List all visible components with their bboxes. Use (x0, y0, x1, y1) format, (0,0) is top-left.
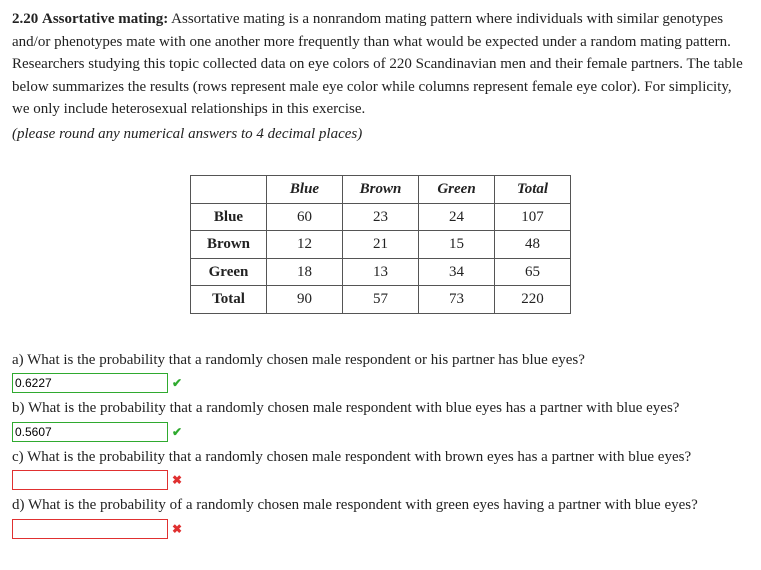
cell: 90 (267, 286, 343, 314)
row-header: Total (191, 286, 267, 314)
cell: 57 (343, 286, 419, 314)
problem-title: Assortative mating: (42, 11, 168, 27)
problem-number: 2.20 (12, 11, 38, 27)
rounding-note: (please round any numerical answers to 4… (12, 123, 749, 146)
row-header: Brown (191, 231, 267, 259)
contingency-table: Blue Brown Green Total Blue 60 23 24 107… (190, 175, 571, 314)
question-d: d) What is the probability of a randomly… (12, 494, 749, 517)
cell: 73 (419, 286, 495, 314)
cell: 107 (495, 203, 571, 231)
cross-icon: ✖ (172, 471, 184, 489)
cell: 15 (419, 231, 495, 259)
cell: 48 (495, 231, 571, 259)
answer-input-a[interactable] (12, 373, 168, 393)
cell: 21 (343, 231, 419, 259)
table-row: Total 90 57 73 220 (191, 286, 571, 314)
answer-input-d[interactable] (12, 519, 168, 539)
row-header: Blue (191, 203, 267, 231)
table-corner (191, 176, 267, 204)
cross-icon: ✖ (172, 520, 184, 538)
answer-input-b[interactable] (12, 422, 168, 442)
problem-intro: 2.20 Assortative mating: Assortative mat… (12, 8, 749, 121)
check-icon: ✔ (172, 423, 184, 441)
col-header: Green (419, 176, 495, 204)
check-icon: ✔ (172, 374, 184, 392)
table-row: Brown 12 21 15 48 (191, 231, 571, 259)
col-header: Total (495, 176, 571, 204)
answer-input-c[interactable] (12, 470, 168, 490)
cell: 18 (267, 258, 343, 286)
cell: 65 (495, 258, 571, 286)
cell: 12 (267, 231, 343, 259)
cell: 23 (343, 203, 419, 231)
cell: 13 (343, 258, 419, 286)
question-c: c) What is the probability that a random… (12, 446, 749, 469)
col-header: Brown (343, 176, 419, 204)
cell: 220 (495, 286, 571, 314)
table-row: Green 18 13 34 65 (191, 258, 571, 286)
cell: 60 (267, 203, 343, 231)
table-row: Blue 60 23 24 107 (191, 203, 571, 231)
question-a: a) What is the probability that a random… (12, 349, 749, 372)
cell: 34 (419, 258, 495, 286)
col-header: Blue (267, 176, 343, 204)
row-header: Green (191, 258, 267, 286)
question-b: b) What is the probability that a random… (12, 397, 749, 420)
cell: 24 (419, 203, 495, 231)
